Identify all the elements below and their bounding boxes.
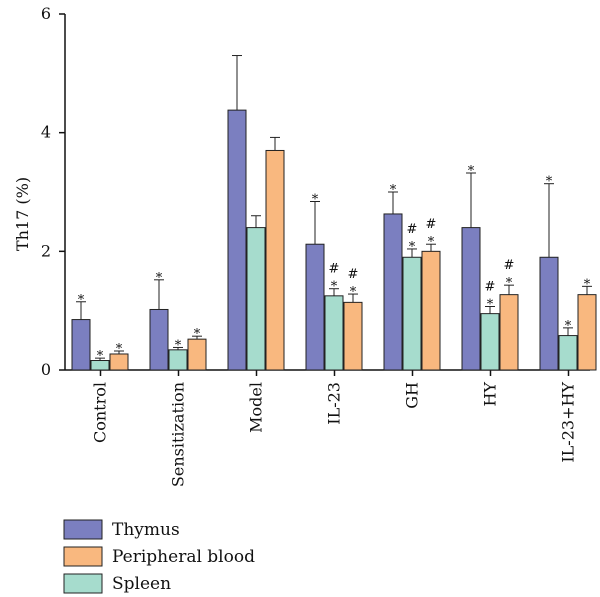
legend: Thymus Peripheral blood Spleen (63, 519, 255, 594)
bars: * * * * * * * * # * # * * # * # * * # * # * * * (71, 55, 597, 371)
bar (499, 294, 519, 371)
significance-hash: # (504, 258, 515, 273)
significance-star: * (331, 280, 338, 295)
bar (402, 256, 422, 371)
y-tick-label: 0 (41, 360, 51, 379)
y-tick-label: 6 (41, 4, 51, 23)
x-tick-label: IL-23 (325, 382, 344, 425)
bar (480, 313, 500, 371)
bar (187, 338, 207, 371)
significance-star: * (97, 349, 104, 364)
significance-star: * (350, 285, 357, 300)
significance-star: * (428, 235, 435, 250)
significance-star: * (78, 293, 85, 308)
legend-swatch (63, 519, 103, 540)
y-axis-label: Th17 (%) (13, 177, 32, 251)
significance-star: * (175, 338, 182, 353)
significance-star: * (468, 164, 475, 179)
x-tick-label: GH (403, 382, 422, 409)
bar (461, 227, 481, 371)
bar (343, 301, 363, 371)
bar (305, 243, 325, 371)
significance-star: * (390, 183, 397, 198)
significance-hash: # (329, 262, 340, 277)
significance-hash: # (485, 280, 496, 295)
significance-star: * (584, 277, 591, 292)
significance-star: * (565, 319, 572, 334)
x-tick-label: Control (91, 382, 110, 443)
y-tick-label: 4 (41, 123, 51, 142)
significance-star: * (487, 298, 494, 313)
significance-star: * (194, 327, 201, 342)
legend-label: Thymus (112, 520, 180, 540)
significance-hash: # (426, 217, 437, 232)
bar (421, 250, 441, 371)
x-tick-label: HY (481, 382, 500, 407)
bar (246, 227, 266, 371)
significance-star: * (116, 342, 123, 357)
significance-star: * (409, 240, 416, 255)
bar (577, 294, 597, 371)
significance-star: * (156, 271, 163, 286)
x-tick-label: Sensitization (169, 382, 188, 487)
significance-hash: # (348, 267, 359, 282)
category-labels: Control Sensitization Model IL-23 GH HY IL-23+… (91, 382, 578, 488)
bar (558, 335, 578, 371)
bar (383, 213, 403, 371)
y-tick-label: 2 (41, 241, 51, 260)
bar (149, 308, 169, 371)
x-tick-label: IL-23+HY (559, 382, 578, 463)
significance-star: * (546, 175, 553, 190)
bar (265, 149, 285, 371)
significance-star: * (312, 192, 319, 207)
bar (324, 295, 344, 371)
legend-label: Peripheral blood (112, 547, 255, 567)
bar (227, 109, 247, 371)
bar (71, 319, 91, 371)
x-tick-label: Model (247, 382, 266, 433)
legend-swatch (63, 546, 103, 567)
legend-swatch (63, 573, 103, 594)
significance-star: * (506, 276, 513, 291)
bar (539, 256, 559, 371)
legend-label: Spleen (112, 574, 171, 594)
significance-hash: # (407, 222, 418, 237)
